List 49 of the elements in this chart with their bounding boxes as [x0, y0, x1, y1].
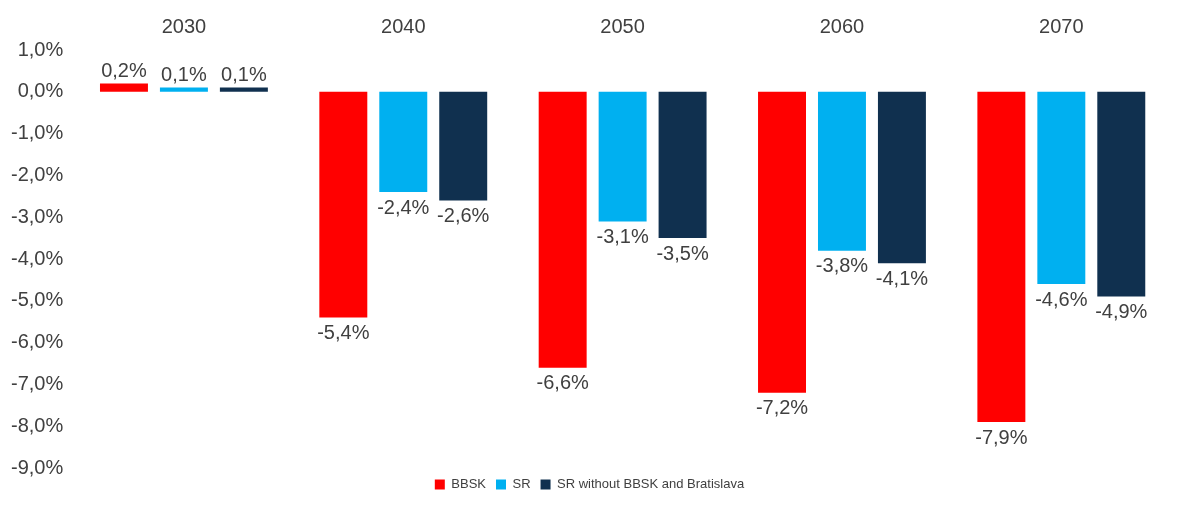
data-label: -7,9% [975, 425, 1028, 448]
legend-label: SR without BBSK and Bratislava [557, 476, 745, 492]
legend-label: SR [512, 476, 531, 492]
data-label: -3,1% [596, 224, 649, 247]
x-tick-label: 2030 [161, 14, 207, 37]
y-tick-label: -5,0% [11, 288, 64, 311]
data-label: -6,6% [536, 371, 590, 394]
data-label: -7,2% [755, 396, 809, 419]
bar [379, 91, 428, 193]
bar [758, 91, 806, 393]
x-tick-label: 2070 [1039, 14, 1084, 37]
bar [598, 91, 647, 222]
y-tick-label: 0,0% [17, 79, 64, 102]
bar [319, 91, 368, 318]
bar [977, 91, 1026, 423]
data-label: 0,2% [101, 58, 147, 81]
bar [1097, 91, 1146, 297]
data-label: -4,9% [1095, 300, 1148, 323]
data-label: -3,5% [656, 241, 709, 264]
data-label: -2,4% [377, 195, 430, 218]
data-label: -3,8% [815, 254, 869, 277]
x-tick-label: 2060 [819, 14, 865, 37]
x-tick-label: 2050 [600, 14, 645, 37]
y-tick-label: -2,0% [11, 162, 64, 185]
y-tick-label: -3,0% [11, 204, 64, 227]
data-label: -4,6% [1035, 287, 1088, 310]
data-label: 0,1% [161, 63, 207, 86]
y-tick-label: -6,0% [11, 330, 64, 353]
bar [877, 91, 926, 264]
bar [538, 91, 587, 368]
y-tick-label: -8,0% [11, 413, 64, 436]
data-label: -4,1% [875, 266, 929, 289]
y-tick-label: -9,0% [11, 455, 64, 478]
bar [159, 87, 208, 92]
data-label: -5,4% [317, 321, 370, 344]
data-label: 0,1% [221, 63, 267, 86]
bar [817, 91, 866, 251]
y-tick-label: 1,0% [17, 37, 64, 60]
bar [99, 83, 148, 92]
bar [1037, 91, 1086, 285]
data-label: -2,6% [437, 204, 490, 226]
y-tick-label: -7,0% [11, 371, 64, 394]
x-tick-label: 2040 [381, 14, 426, 37]
y-tick-label: -1,0% [11, 121, 64, 144]
y-tick-label: -4,0% [11, 246, 64, 269]
bar [219, 87, 268, 92]
bar [658, 91, 707, 239]
bar [439, 91, 488, 201]
legend-label: BBSK [451, 476, 487, 492]
